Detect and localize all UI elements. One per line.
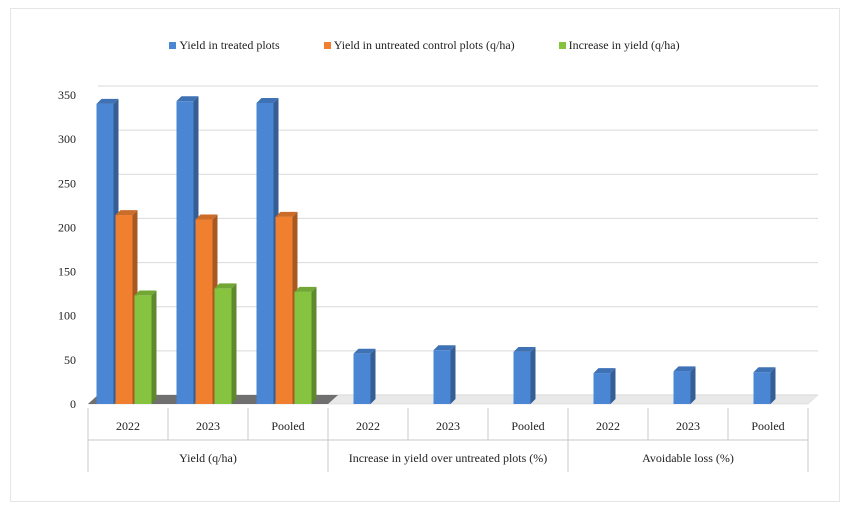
x-tick-label: 2022 [596, 419, 620, 433]
y-tick-label: 100 [58, 309, 76, 323]
bar-top [115, 210, 138, 216]
bar-side [231, 283, 237, 404]
bar-side [311, 286, 317, 404]
bar [513, 351, 531, 404]
bar [593, 373, 611, 404]
legend: Yield in treated plots Yield in untreate… [0, 38, 849, 53]
bar [275, 216, 293, 404]
bar-side [610, 368, 616, 404]
bar [433, 350, 451, 404]
bar-top [176, 96, 199, 102]
x-tick-label: 2023 [436, 419, 460, 433]
bar [753, 372, 771, 404]
legend-label-increase: Increase in yield (q/ha) [568, 38, 680, 52]
bar [673, 371, 691, 404]
bar [96, 103, 114, 404]
bar-side [690, 366, 696, 404]
chart-frame [10, 8, 840, 502]
bar-top [256, 97, 279, 103]
y-tick-label: 250 [58, 176, 76, 190]
bar [353, 353, 371, 404]
legend-swatch-increase [558, 42, 566, 49]
x-tick-label: 2023 [196, 419, 220, 433]
bar [294, 291, 312, 404]
x-group-label: Avoidable loss (%) [642, 451, 734, 465]
bar-top [593, 368, 616, 374]
x-group-label: Increase in yield over untreated plots (… [349, 451, 548, 465]
y-tick-label: 0 [70, 397, 76, 411]
y-tick-label: 200 [58, 220, 76, 234]
bar [256, 102, 274, 405]
x-tick-label: 2022 [356, 419, 380, 433]
x-tick-label: 2023 [676, 419, 700, 433]
legend-item-treated: Yield in treated plots [169, 38, 280, 53]
bar-top [214, 283, 237, 289]
legend-item-increase: Increase in yield (q/ha) [558, 38, 680, 53]
bar-side [151, 290, 157, 404]
bar-top [513, 346, 536, 352]
legend-label-control: Yield in untreated control plots (q/ha) [333, 38, 515, 52]
bar [176, 101, 194, 405]
x-tick-label: 2022 [116, 419, 140, 433]
bar-top [134, 290, 157, 296]
x-tick-label: Pooled [271, 419, 304, 433]
bar-side [370, 348, 376, 404]
y-tick-label: 50 [64, 353, 76, 367]
bar-top [275, 211, 298, 217]
bar-side [530, 346, 536, 404]
bar [214, 288, 232, 404]
x-tick-label: Pooled [751, 419, 784, 433]
legend-label-treated: Yield in treated plots [179, 38, 280, 52]
x-tick-label: Pooled [511, 419, 544, 433]
y-tick-label: 300 [58, 132, 76, 146]
x-group-label: Yield (q/ha) [179, 451, 237, 465]
bar-top [294, 286, 317, 292]
bar-top [753, 367, 776, 373]
bar-top [673, 366, 696, 372]
bar-side [770, 367, 776, 404]
bar-side [450, 345, 456, 404]
bar-top [96, 98, 119, 104]
bar-top [353, 348, 376, 354]
bar-top [195, 214, 218, 220]
y-tick-label: 350 [58, 88, 76, 102]
legend-swatch-treated [169, 42, 177, 49]
bar-top [433, 345, 456, 351]
bar [115, 215, 133, 404]
y-tick-label: 150 [58, 265, 76, 279]
bar [134, 295, 152, 404]
legend-swatch-control [323, 42, 331, 49]
legend-item-control: Yield in untreated control plots (q/ha) [323, 38, 515, 53]
bar [195, 219, 213, 404]
